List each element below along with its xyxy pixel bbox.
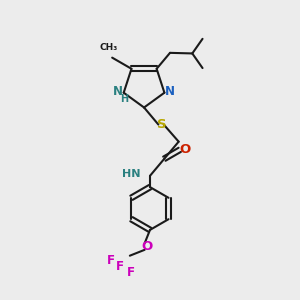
Text: H: H	[120, 94, 128, 104]
Text: F: F	[127, 266, 135, 278]
Text: N: N	[165, 85, 175, 98]
Text: O: O	[141, 240, 153, 253]
Text: F: F	[116, 260, 123, 274]
Text: F: F	[106, 254, 115, 267]
Text: CH₃: CH₃	[100, 43, 118, 52]
Text: S: S	[157, 118, 167, 131]
Text: HN: HN	[122, 169, 140, 179]
Text: O: O	[179, 143, 191, 156]
Text: N: N	[113, 85, 123, 98]
